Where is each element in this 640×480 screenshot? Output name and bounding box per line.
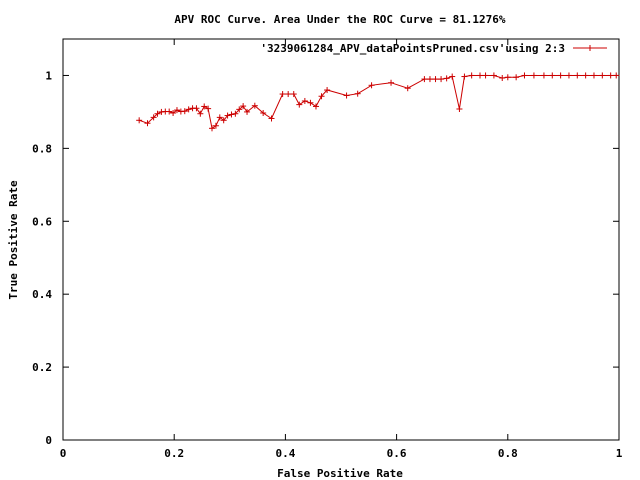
y-axis-ticks: 0 0.2 0.4 0.6 0.8 1 bbox=[32, 69, 619, 447]
y-tick-label: 0.2 bbox=[32, 361, 52, 374]
x-tick-label: 0 bbox=[60, 447, 67, 460]
data-point-marker bbox=[170, 110, 177, 117]
chart-title: APV ROC Curve. Area Under the ROC Curve … bbox=[174, 13, 506, 26]
series-roc bbox=[136, 72, 620, 132]
data-point-marker bbox=[173, 107, 180, 114]
data-point-marker bbox=[290, 91, 297, 98]
x-tick-label: 0.8 bbox=[498, 447, 518, 460]
data-point-marker bbox=[482, 72, 489, 79]
data-point-marker bbox=[421, 76, 428, 83]
data-point-marker bbox=[388, 79, 395, 86]
data-point-marker bbox=[530, 72, 537, 79]
y-tick-label: 0.8 bbox=[32, 142, 52, 155]
data-point-marker bbox=[136, 117, 143, 124]
data-point-marker bbox=[324, 87, 331, 94]
x-tick-label: 0.2 bbox=[164, 447, 184, 460]
x-tick-label: 1 bbox=[616, 447, 623, 460]
data-point-marker bbox=[312, 103, 319, 110]
data-point-marker bbox=[244, 108, 251, 115]
data-point-marker bbox=[461, 73, 468, 80]
series-line bbox=[139, 75, 617, 130]
data-point-marker bbox=[260, 110, 267, 117]
data-point-marker bbox=[197, 110, 204, 117]
data-point-marker bbox=[574, 72, 581, 79]
data-point-marker bbox=[438, 76, 445, 83]
data-point-marker bbox=[477, 72, 483, 79]
data-point-marker bbox=[456, 105, 463, 112]
data-point-marker bbox=[285, 91, 292, 98]
x-tick-label: 0.4 bbox=[275, 447, 295, 460]
y-axis-label: True Positive Rate bbox=[7, 180, 20, 300]
data-point-marker bbox=[279, 91, 286, 98]
legend: '3239061284_APV_dataPointsPruned.csv'usi… bbox=[260, 42, 607, 55]
data-point-marker bbox=[185, 106, 192, 113]
data-point-marker bbox=[590, 72, 597, 79]
data-point-marker bbox=[181, 108, 188, 115]
data-point-marker bbox=[490, 72, 497, 79]
data-point-marker bbox=[318, 93, 325, 100]
data-point-marker bbox=[307, 99, 314, 106]
data-point-marker bbox=[426, 76, 433, 83]
data-point-marker bbox=[504, 74, 511, 81]
data-point-marker bbox=[201, 103, 208, 110]
data-point-marker bbox=[354, 90, 361, 97]
data-point-marker bbox=[224, 112, 231, 119]
data-point-marker bbox=[443, 75, 450, 82]
plot-area-border bbox=[62, 38, 620, 441]
data-point-marker bbox=[582, 72, 589, 79]
data-point-marker bbox=[521, 72, 528, 79]
data-point-marker bbox=[209, 125, 216, 132]
data-point-marker bbox=[240, 103, 247, 110]
data-point-marker bbox=[216, 114, 223, 121]
legend-label: '3239061284_APV_dataPointsPruned.csv'usi… bbox=[260, 42, 565, 55]
data-point-marker bbox=[166, 108, 173, 115]
data-point-marker bbox=[613, 72, 620, 79]
data-point-marker bbox=[540, 72, 547, 79]
y-tick-label: 0.6 bbox=[32, 215, 52, 228]
y-tick-label: 1 bbox=[45, 69, 52, 82]
data-point-marker bbox=[549, 72, 556, 79]
data-point-marker bbox=[205, 105, 212, 112]
data-point-marker bbox=[236, 106, 243, 113]
y-tick-label: 0 bbox=[45, 434, 52, 447]
y-tick-label: 0.4 bbox=[32, 288, 52, 301]
data-point-marker bbox=[599, 72, 606, 79]
data-point-marker bbox=[301, 97, 308, 104]
data-point-marker bbox=[228, 111, 235, 118]
data-point-marker bbox=[468, 72, 475, 79]
x-axis-ticks: 0 0.2 0.4 0.6 0.8 1 bbox=[60, 39, 623, 460]
data-point-marker bbox=[343, 92, 350, 99]
data-point-marker bbox=[565, 72, 572, 79]
x-axis-label: False Positive Rate bbox=[277, 467, 403, 480]
data-point-marker bbox=[154, 110, 161, 117]
data-point-marker bbox=[268, 115, 275, 122]
data-point-marker bbox=[150, 114, 157, 121]
data-point-marker bbox=[449, 73, 456, 80]
data-point-marker bbox=[432, 76, 439, 83]
data-point-marker bbox=[499, 75, 506, 82]
data-point-marker bbox=[607, 72, 614, 79]
data-point-marker bbox=[220, 117, 227, 124]
data-point-marker bbox=[144, 120, 151, 127]
data-point-marker bbox=[251, 102, 258, 109]
data-point-marker bbox=[212, 122, 219, 129]
data-point-marker bbox=[193, 105, 200, 112]
data-point-marker bbox=[557, 72, 564, 79]
legend-line-sample bbox=[573, 45, 607, 51]
data-point-marker bbox=[232, 110, 239, 117]
data-point-marker bbox=[513, 74, 520, 81]
data-point-marker bbox=[368, 82, 375, 89]
data-point-marker bbox=[296, 101, 303, 108]
x-tick-label: 0.6 bbox=[387, 447, 407, 460]
data-point-marker bbox=[404, 85, 411, 92]
